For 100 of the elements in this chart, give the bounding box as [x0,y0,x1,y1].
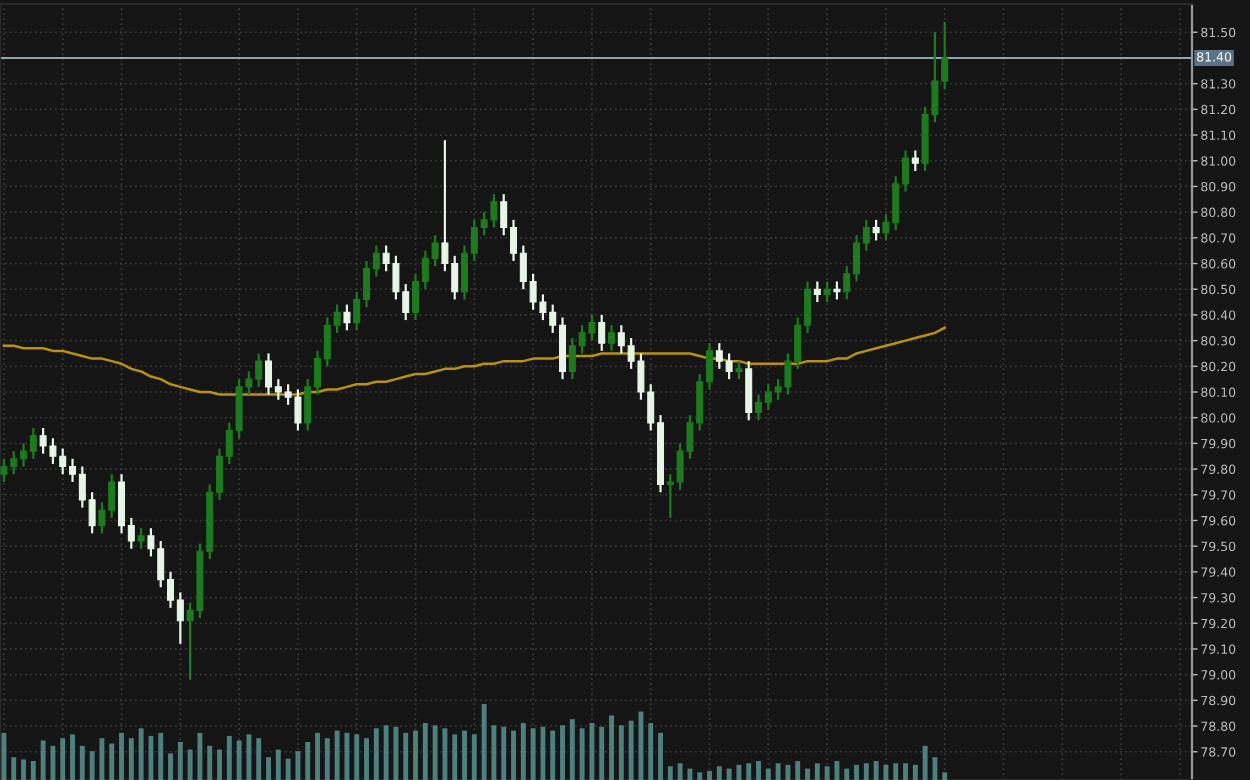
bar [285,758,291,780]
bar [785,764,791,780]
candlestick [343,303,351,332]
bar [530,728,536,780]
bar [677,763,683,780]
candlestick [872,218,880,242]
bar [834,761,840,780]
bar [89,751,95,780]
bar [334,730,340,780]
bar [99,738,105,780]
bar [707,770,712,780]
bar [344,732,350,780]
bar [70,734,75,780]
bar [765,768,771,780]
bar [158,732,164,780]
bar [452,734,458,780]
candlestick [608,324,616,352]
bar [844,768,850,780]
bar [520,723,526,780]
bar [40,740,46,780]
bar [628,720,634,780]
bar [364,738,369,780]
bar [373,728,379,780]
bar [491,725,497,780]
bar [207,745,213,780]
bar [50,745,56,780]
bar [893,763,899,780]
bar [609,715,614,780]
bar [403,732,409,780]
bar [814,763,820,780]
bar [413,730,418,780]
bar [21,759,26,780]
bar [736,764,742,780]
bar [795,761,801,780]
bar [716,766,722,780]
bar [824,766,830,780]
bar [266,757,271,780]
bar [197,732,203,780]
bar [119,732,124,780]
candlestick [813,280,821,304]
bar [11,757,17,780]
bar [697,772,703,780]
bar [540,726,546,780]
bar [638,711,644,780]
bar [79,745,85,780]
bar [1,732,7,780]
bar [138,728,144,780]
bar [922,745,928,780]
bar [60,738,66,780]
bar [187,749,193,780]
bar [873,761,879,780]
bar [618,725,624,780]
bar [432,725,438,780]
candlestick [911,149,919,173]
bar [903,763,908,780]
bar [775,763,781,780]
bar [687,768,693,780]
bar [511,730,516,780]
bar [589,723,595,780]
bar [295,751,301,780]
bar [599,726,605,780]
bar [354,734,360,780]
bar [471,734,477,780]
bar [912,764,918,780]
bar [481,704,487,780]
bar [442,728,448,780]
bar [648,723,654,780]
bar [883,764,889,780]
bar [226,735,232,780]
bar [579,728,585,780]
bar [658,732,663,780]
bar [756,761,761,780]
candlestick [823,280,831,304]
bar [746,763,752,780]
bar [128,738,134,780]
bar [30,761,36,780]
bar [246,734,252,780]
bar [422,723,428,780]
bar [305,742,311,780]
bar [501,726,507,780]
bar [863,763,869,780]
bar [315,732,320,780]
bar [324,738,330,780]
bar [854,764,859,780]
bar [932,757,938,780]
bar [726,768,732,780]
bar [217,749,222,780]
bar [275,749,281,780]
bar [805,768,810,780]
bar [256,738,262,780]
bar [168,753,173,780]
bar [942,772,948,780]
bar [236,740,242,780]
candlestick [745,360,753,422]
bar [177,742,183,780]
bar [393,726,399,780]
bar [560,725,565,780]
bar [148,735,154,780]
candlestick [598,313,606,352]
bar [462,730,467,780]
